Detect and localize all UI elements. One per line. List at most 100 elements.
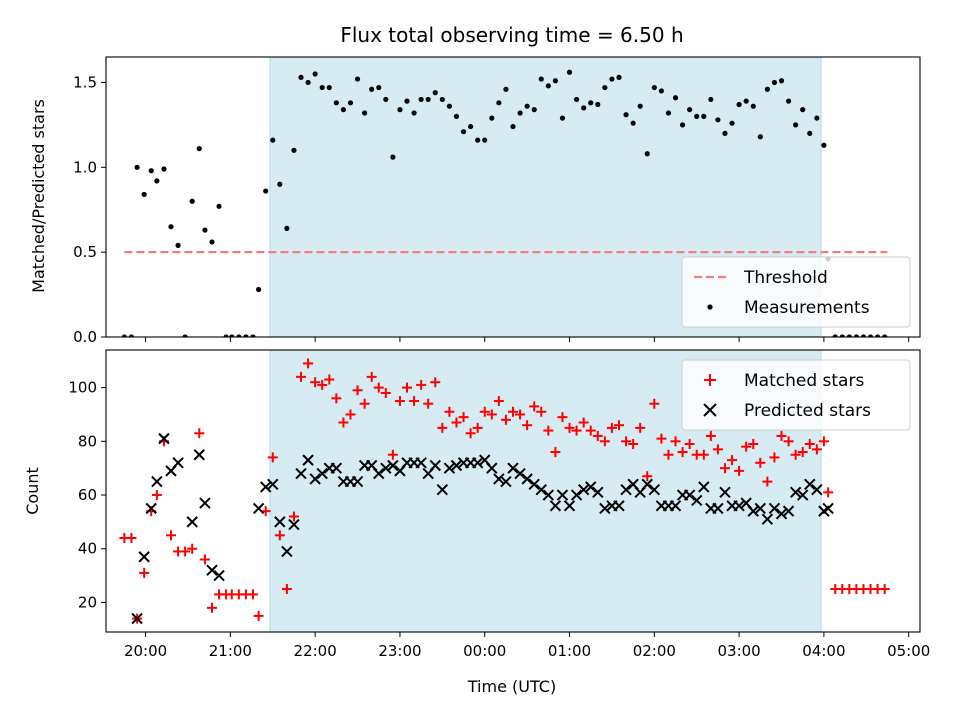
x-tick-label: 04:00 — [802, 642, 845, 660]
cross-b — [500, 475, 512, 488]
data-point — [128, 334, 135, 337]
data-point — [202, 227, 208, 233]
data-point — [570, 489, 583, 501]
data-point — [778, 78, 785, 84]
data-point — [189, 198, 195, 204]
cross-b — [620, 483, 632, 496]
data-point — [270, 137, 276, 143]
data-point — [743, 98, 749, 104]
cross-b — [309, 473, 321, 485]
cross-b — [789, 486, 802, 499]
data-point — [769, 452, 780, 463]
cross-b — [436, 483, 449, 496]
x-tick-label: 05:00 — [887, 642, 930, 660]
data-point — [345, 409, 356, 420]
data-point — [595, 101, 601, 108]
y-tick-label: 100 — [68, 379, 97, 397]
data-point — [620, 483, 632, 496]
cross-b — [145, 502, 157, 515]
data-point — [252, 502, 265, 515]
data-point — [186, 516, 198, 528]
x-tick-label: 02:00 — [633, 642, 676, 660]
cross-b — [698, 481, 710, 493]
data-point — [715, 117, 721, 123]
x-tick-label: 21:00 — [209, 642, 252, 660]
cross-b — [703, 403, 717, 417]
cross-b — [330, 462, 343, 474]
data-point — [823, 487, 834, 498]
data-point — [451, 417, 462, 428]
y-tick-label: 1.0 — [73, 158, 97, 176]
data-point — [288, 511, 299, 522]
bottom-panel: 20 40 60 80 100 20:00 21:00 22:00 23:00 00:00 01:0… — [68, 349, 930, 660]
data-point — [648, 483, 661, 496]
data-point — [259, 481, 272, 493]
data-point — [538, 76, 544, 82]
data-point — [599, 436, 610, 447]
data-point — [635, 422, 646, 433]
data-point — [416, 379, 427, 390]
data-point — [807, 130, 813, 136]
data-point — [663, 449, 674, 460]
data-point — [679, 122, 686, 128]
data-point — [347, 100, 354, 106]
data-point — [333, 100, 339, 106]
data-point — [775, 508, 788, 520]
data-point — [482, 137, 488, 143]
data-point — [592, 486, 604, 499]
data-point — [387, 449, 398, 460]
data-point — [789, 486, 802, 499]
data-point — [705, 430, 716, 441]
data-point — [613, 420, 624, 431]
cross-b — [627, 478, 639, 490]
data-point — [317, 379, 328, 390]
data-point — [545, 83, 551, 89]
data-point — [571, 425, 582, 436]
data-point — [687, 107, 693, 113]
x-tick-label: 20:00 — [124, 642, 167, 660]
data-point — [158, 432, 170, 445]
data-point — [151, 475, 163, 488]
data-point — [811, 483, 823, 496]
data-point — [642, 471, 653, 482]
data-point — [536, 406, 547, 417]
data-point — [250, 334, 256, 337]
data-point — [535, 483, 547, 496]
data-point — [376, 84, 382, 91]
data-point — [141, 191, 147, 198]
data-point — [151, 490, 162, 501]
cross-b — [585, 481, 597, 493]
data-point — [309, 473, 321, 485]
data-point — [672, 95, 679, 101]
data-point — [522, 420, 533, 431]
data-point — [665, 110, 672, 116]
data-point — [860, 334, 867, 337]
axes-frame — [105, 349, 921, 633]
data-point — [677, 447, 688, 458]
data-point — [559, 115, 566, 121]
data-point — [782, 505, 795, 517]
data-point — [628, 439, 639, 449]
data-point — [853, 334, 860, 337]
data-point — [362, 110, 368, 116]
cross-b — [712, 502, 724, 515]
data-point — [790, 449, 801, 460]
data-point — [373, 382, 384, 393]
data-point — [691, 494, 703, 507]
data-point — [206, 564, 218, 576]
data-point — [577, 483, 590, 496]
data-point — [418, 96, 424, 103]
data-point — [757, 134, 763, 140]
data-point — [172, 457, 184, 469]
data-point — [338, 417, 349, 428]
data-point — [708, 96, 714, 103]
data-point — [722, 130, 728, 136]
data-point — [465, 428, 476, 439]
legend-label: Matched stars — [744, 371, 864, 391]
data-point — [875, 334, 881, 337]
data-point — [404, 98, 410, 104]
data-point — [373, 467, 385, 480]
data-point — [302, 454, 314, 466]
data-point — [216, 203, 222, 209]
y-tick-label: 0.5 — [73, 243, 97, 261]
